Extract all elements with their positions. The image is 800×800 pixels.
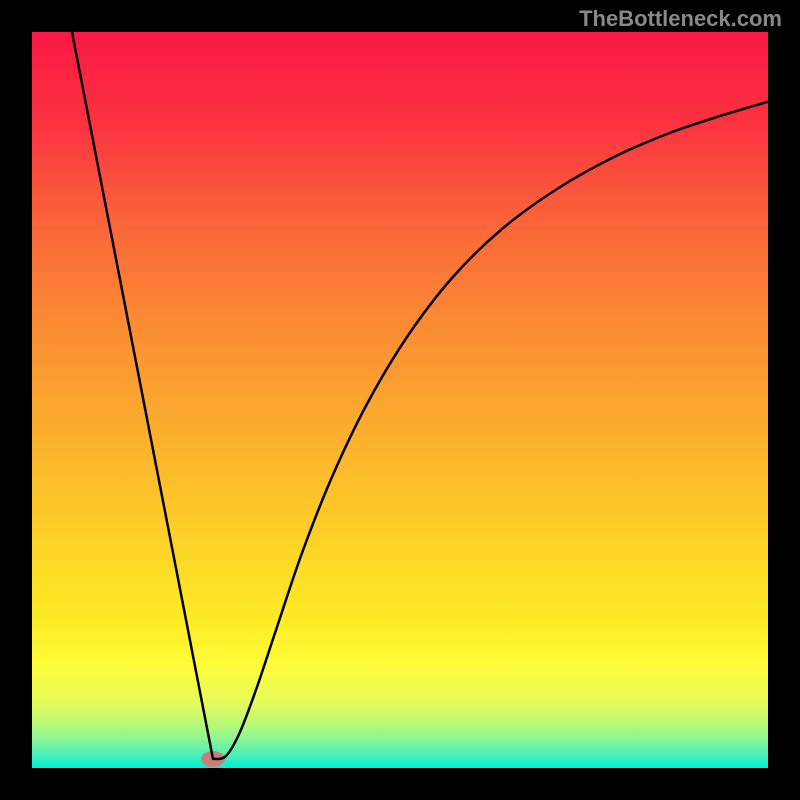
- watermark-text: TheBottleneck.com: [579, 6, 782, 32]
- plot-area: [32, 32, 768, 768]
- bottleneck-curve: [72, 32, 767, 759]
- curve-layer: [32, 32, 768, 768]
- chart-container: TheBottleneck.com: [0, 0, 800, 800]
